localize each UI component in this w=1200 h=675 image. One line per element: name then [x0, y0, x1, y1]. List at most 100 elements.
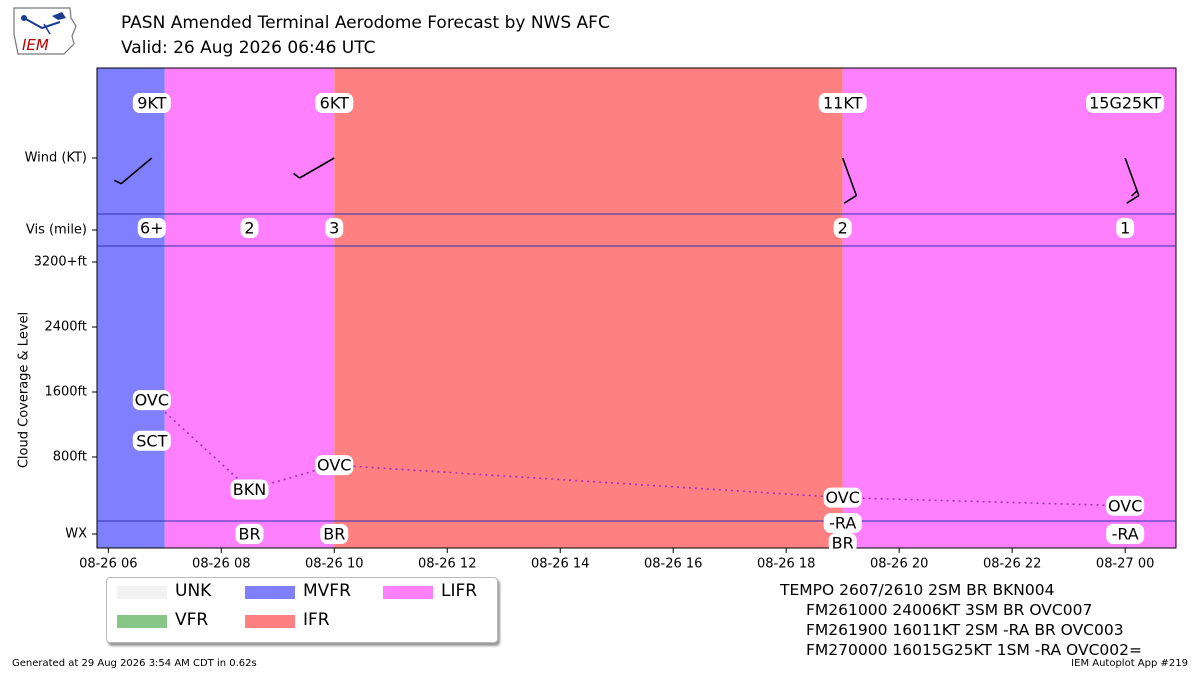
visibility-label-text: 6+ — [140, 219, 164, 238]
cloud-label: OVC — [823, 487, 862, 508]
weather-label: BR — [828, 533, 857, 553]
wind-barb — [841, 157, 858, 204]
x-tick-label: 08-26 14 — [531, 557, 589, 572]
weather-label-bg — [823, 513, 862, 533]
wind-speed-label-text: 6KT — [320, 94, 349, 113]
wind-speed-label-bg — [1086, 93, 1165, 113]
cloud-label-text: OVC — [825, 488, 859, 507]
visibility-label-text: 2 — [838, 219, 848, 238]
cloud-label: SCT — [132, 430, 171, 451]
visibility-label-bg — [833, 218, 852, 238]
y-tick-label: 800ft — [53, 450, 87, 465]
wind-barb — [113, 157, 153, 185]
wind-barb — [1124, 157, 1140, 204]
wind-barb-feather — [843, 194, 857, 204]
category-band-ifr — [334, 68, 843, 548]
chart-title: PASN Amended Terminal Aerodome Forecast … — [121, 13, 610, 33]
weather-label-bg — [828, 533, 857, 553]
legend-label-mvfr: MVFR — [303, 581, 351, 601]
legend-swatch-vfr — [117, 615, 167, 628]
cloud-label-text: OVC — [135, 391, 169, 410]
weather-label-text: BR — [238, 525, 260, 544]
weather-label-bg — [235, 524, 264, 544]
wind-barb-feather — [293, 172, 301, 179]
x-tick-label: 08-26 08 — [192, 557, 250, 572]
wind-barb-feather — [113, 179, 122, 185]
weather-label-bg — [1106, 524, 1145, 544]
raw-taf-line: FM270000 16015G25KT 1SM -RA OVC002= — [806, 641, 1142, 659]
visibility-label-text: 3 — [329, 219, 339, 238]
x-tick-label: 08-27 00 — [1096, 557, 1154, 572]
x-tick-label: 08-26 10 — [305, 557, 363, 572]
raw-taf-line: FM261900 16011KT 2SM -RA BR OVC003 — [806, 621, 1124, 639]
legend-label-vfr: VFR — [175, 610, 209, 630]
wind-barb-staff — [1124, 157, 1140, 196]
cloud-label: BKN — [230, 479, 269, 500]
wind-barb-staff — [120, 157, 153, 185]
generated-note: Generated at 29 Aug 2026 3:54 AM CDT in … — [12, 658, 257, 669]
iem-logo: IEM — [8, 4, 80, 60]
legend-swatch-lifr — [383, 586, 433, 599]
cloud-label-bg — [132, 390, 171, 411]
cloud-label-bg — [315, 455, 354, 476]
x-tick-label: 08-26 16 — [644, 557, 702, 572]
weather-label: -RA — [823, 513, 862, 533]
raw-taf-line: TEMPO 2607/2610 2SM BR BKN004 — [780, 581, 1055, 599]
visibility-label-text: 1 — [1120, 219, 1130, 238]
wind-speed-label: 9KT — [132, 93, 171, 113]
y-label-wx: WX — [65, 527, 87, 542]
wind-speed-label-text: 15G25KT — [1089, 94, 1161, 113]
cloud-label-bg — [230, 479, 269, 500]
y-tick-label: 3200+ft — [34, 255, 87, 270]
x-tick-label: 08-26 12 — [418, 557, 476, 572]
category-band-mvfr — [97, 68, 165, 548]
x-tick-label: 08-26 22 — [983, 557, 1041, 572]
wind-speed-label-text: 11KT — [823, 94, 863, 113]
y-label-wind: Wind (KT) — [25, 151, 87, 166]
raw-taf-line: FM261000 24006KT 3SM BR OVC007 — [806, 601, 1093, 619]
legend: UNK VFR MVFR IFR LIFR — [106, 577, 498, 643]
category-bands — [97, 68, 1176, 548]
y-label-vis: Vis (mile) — [26, 223, 87, 238]
wind-speed-label: 6KT — [315, 93, 354, 113]
visibility-label: 3 — [325, 218, 344, 238]
weather-label: BR — [320, 524, 349, 544]
wind-speed-label-bg — [315, 93, 354, 113]
chart-subtitle: Valid: 26 Aug 2026 06:46 UTC — [121, 38, 376, 58]
wind-speed-label-text: 9KT — [137, 94, 166, 113]
cloud-label: OVC — [132, 390, 171, 411]
wind-barb-feather — [1131, 190, 1138, 197]
weather-label: -RA — [1106, 524, 1145, 544]
legend-swatch-mvfr — [245, 586, 295, 599]
weather-label: BR — [235, 524, 264, 544]
logo-text: IEM — [22, 36, 49, 54]
x-tick-label: 08-26 18 — [757, 557, 815, 572]
legend-label-ifr: IFR — [303, 610, 330, 630]
visibility-label-bg — [1116, 218, 1135, 238]
wind-speed-label: 11KT — [818, 93, 867, 113]
wind-speed-label-bg — [818, 93, 867, 113]
cloud-label-bg — [132, 430, 171, 451]
y-label-cloud: Cloud Coverage & Level — [17, 312, 32, 468]
visibility-label: 1 — [1116, 218, 1135, 238]
cloud-label-text: SCT — [136, 431, 167, 450]
y-tick-label: 1600ft — [44, 385, 87, 400]
chart-labels: 9KT 6KT 11KT 15G25KT 6+ 2 3 2 1 OVC SCT BKN OVC OVC OV… — [132, 93, 1165, 553]
cloud-label-text: BKN — [233, 480, 266, 499]
y-tick-label: 2400ft — [44, 320, 87, 335]
wind-speed-label: 15G25KT — [1086, 93, 1165, 113]
cloud-label: OVC — [315, 455, 354, 476]
legend-swatch-unk — [117, 586, 167, 599]
x-tick-label: 08-26 06 — [79, 557, 137, 572]
wind-barb-staff — [299, 157, 335, 179]
visibility-label: 2 — [240, 218, 259, 238]
legend-swatch-ifr — [245, 615, 295, 628]
weather-label-bg — [320, 524, 349, 544]
weather-label-text: BR — [832, 534, 854, 553]
wind-speed-label-bg — [132, 93, 171, 113]
legend-label-lifr: LIFR — [441, 581, 478, 601]
cloud-label-text: OVC — [1108, 496, 1142, 515]
cloud-label-bg — [823, 487, 862, 508]
visibility-label-bg — [240, 218, 259, 238]
